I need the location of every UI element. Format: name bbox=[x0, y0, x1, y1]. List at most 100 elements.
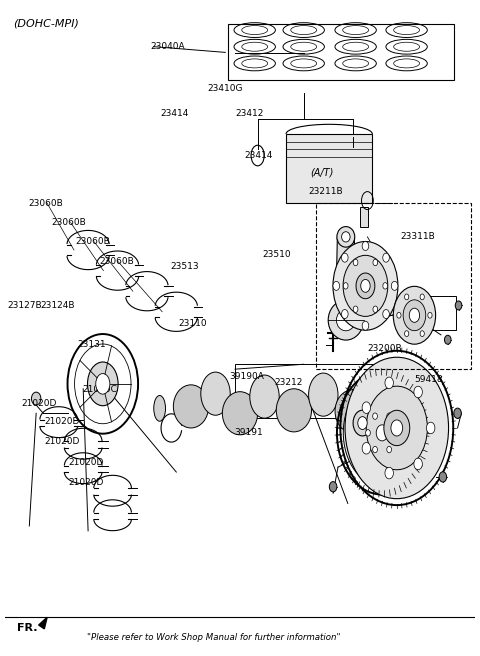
Ellipse shape bbox=[309, 373, 338, 416]
Ellipse shape bbox=[414, 386, 422, 398]
Ellipse shape bbox=[87, 362, 118, 405]
Text: 23131: 23131 bbox=[78, 340, 107, 348]
Ellipse shape bbox=[328, 300, 363, 340]
Ellipse shape bbox=[384, 410, 410, 445]
Text: 23060B: 23060B bbox=[99, 256, 133, 266]
Ellipse shape bbox=[420, 294, 424, 300]
Ellipse shape bbox=[414, 458, 422, 470]
Text: 23410G: 23410G bbox=[207, 85, 242, 93]
Ellipse shape bbox=[393, 286, 436, 344]
Ellipse shape bbox=[420, 331, 424, 337]
Text: (A/T): (A/T) bbox=[311, 167, 334, 177]
Ellipse shape bbox=[353, 306, 358, 312]
Ellipse shape bbox=[333, 241, 398, 330]
Ellipse shape bbox=[428, 312, 432, 318]
Text: 21020D: 21020D bbox=[68, 478, 104, 487]
Text: 23060B: 23060B bbox=[75, 237, 110, 247]
Ellipse shape bbox=[32, 392, 41, 405]
Ellipse shape bbox=[361, 279, 370, 293]
Ellipse shape bbox=[335, 390, 371, 433]
Ellipse shape bbox=[173, 385, 209, 428]
Text: 23510: 23510 bbox=[263, 249, 291, 258]
Ellipse shape bbox=[353, 259, 358, 266]
Text: 23110: 23110 bbox=[179, 319, 207, 328]
Bar bbox=[235, 364, 382, 418]
Polygon shape bbox=[39, 617, 47, 629]
Ellipse shape bbox=[250, 375, 279, 418]
Text: 23127B: 23127B bbox=[7, 301, 42, 310]
Text: 21020D: 21020D bbox=[45, 438, 80, 446]
Ellipse shape bbox=[397, 312, 401, 318]
Text: 23060B: 23060B bbox=[28, 199, 63, 208]
Text: 23060B: 23060B bbox=[52, 218, 86, 227]
Ellipse shape bbox=[362, 321, 369, 330]
Ellipse shape bbox=[96, 373, 110, 394]
Ellipse shape bbox=[222, 392, 258, 435]
Ellipse shape bbox=[387, 413, 392, 419]
Text: 23513: 23513 bbox=[170, 262, 199, 271]
Text: 21020D: 21020D bbox=[45, 417, 80, 426]
Ellipse shape bbox=[444, 335, 451, 344]
Text: (DOHC-MPI): (DOHC-MPI) bbox=[13, 19, 79, 29]
Ellipse shape bbox=[358, 417, 367, 430]
Ellipse shape bbox=[201, 372, 230, 415]
Ellipse shape bbox=[329, 482, 337, 492]
Ellipse shape bbox=[383, 283, 387, 289]
Polygon shape bbox=[336, 237, 356, 320]
Text: 23200B: 23200B bbox=[367, 344, 402, 353]
Text: 23124B: 23124B bbox=[40, 301, 74, 310]
Ellipse shape bbox=[337, 226, 355, 247]
Text: FR.: FR. bbox=[16, 623, 37, 633]
Ellipse shape bbox=[368, 413, 396, 452]
Text: "Please refer to Work Shop Manual for further information": "Please refer to Work Shop Manual for fu… bbox=[87, 634, 341, 642]
Bar bbox=[360, 207, 368, 227]
Ellipse shape bbox=[405, 331, 409, 337]
Ellipse shape bbox=[409, 308, 420, 322]
Text: 39190A: 39190A bbox=[229, 372, 264, 380]
Text: 23226B: 23226B bbox=[348, 272, 383, 281]
Ellipse shape bbox=[391, 420, 403, 436]
Ellipse shape bbox=[454, 408, 461, 419]
Ellipse shape bbox=[343, 380, 421, 486]
Ellipse shape bbox=[383, 253, 389, 262]
Text: 23211B: 23211B bbox=[308, 187, 343, 196]
Text: 23414: 23414 bbox=[245, 152, 273, 160]
Ellipse shape bbox=[373, 306, 378, 312]
Ellipse shape bbox=[356, 273, 375, 298]
Text: 21020D: 21020D bbox=[68, 458, 104, 467]
Text: 59418: 59418 bbox=[414, 375, 443, 384]
Ellipse shape bbox=[366, 386, 427, 470]
Text: 23212: 23212 bbox=[275, 378, 303, 387]
Ellipse shape bbox=[333, 281, 339, 291]
Text: 23040A: 23040A bbox=[151, 42, 185, 51]
Ellipse shape bbox=[372, 446, 377, 453]
Ellipse shape bbox=[366, 430, 371, 436]
Text: 39191: 39191 bbox=[234, 428, 263, 438]
Text: 21030C: 21030C bbox=[83, 385, 117, 394]
Ellipse shape bbox=[387, 446, 392, 453]
Ellipse shape bbox=[362, 402, 371, 413]
Ellipse shape bbox=[362, 442, 371, 454]
Text: 23412: 23412 bbox=[235, 110, 264, 119]
Ellipse shape bbox=[403, 300, 426, 331]
Ellipse shape bbox=[376, 425, 388, 441]
Ellipse shape bbox=[394, 387, 429, 430]
Ellipse shape bbox=[385, 377, 394, 388]
Text: 23414: 23414 bbox=[160, 110, 189, 119]
Ellipse shape bbox=[426, 422, 435, 434]
Ellipse shape bbox=[353, 410, 372, 436]
Ellipse shape bbox=[342, 232, 350, 242]
Ellipse shape bbox=[367, 374, 397, 417]
Ellipse shape bbox=[276, 389, 312, 432]
Ellipse shape bbox=[385, 467, 394, 479]
Ellipse shape bbox=[372, 413, 377, 419]
Ellipse shape bbox=[343, 283, 348, 289]
Ellipse shape bbox=[362, 241, 369, 251]
Ellipse shape bbox=[342, 253, 348, 262]
Text: 21020D: 21020D bbox=[21, 400, 57, 408]
Ellipse shape bbox=[345, 358, 448, 499]
Ellipse shape bbox=[405, 294, 409, 300]
Ellipse shape bbox=[391, 281, 398, 291]
Bar bbox=[316, 203, 471, 369]
Text: 23311A: 23311A bbox=[391, 413, 425, 422]
